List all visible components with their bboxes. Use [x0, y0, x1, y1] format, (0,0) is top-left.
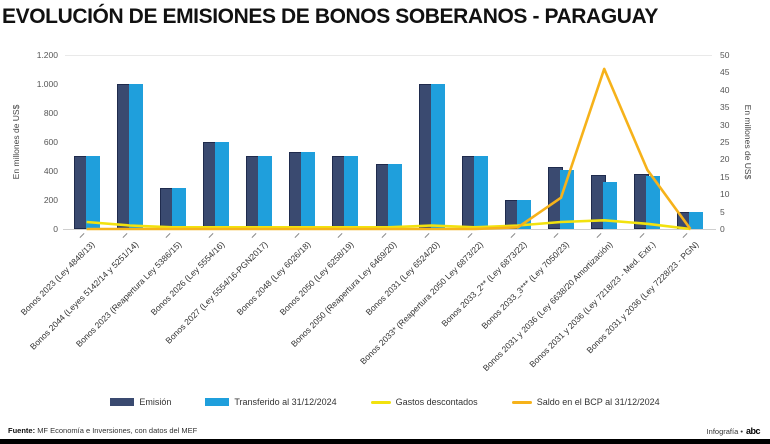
right-axis-tick: 15 [720, 171, 730, 182]
right-axis-tick: 45 [720, 67, 730, 78]
right-axis-tick: 0 [720, 224, 725, 234]
gastos-swatch [370, 400, 391, 404]
bar-transferido [128, 84, 143, 229]
right-axis-tick: 25 [720, 137, 730, 147]
bar-transferido [560, 170, 575, 229]
source-text: MF Economía e Inversiones, con datos del… [37, 426, 198, 435]
line-series-overlay [86, 67, 692, 231]
legend: Emisión Transferido al 31/12/2024 Gastos… [0, 397, 770, 407]
x-tick-mark [294, 233, 300, 238]
bar-transferido [258, 156, 273, 229]
x-tick-mark [510, 233, 516, 238]
infographic-credit: Infografía • abc [706, 426, 761, 436]
bar-transferido [603, 182, 618, 229]
x-tick-mark [553, 233, 559, 238]
left-axis-tick: 600 [43, 137, 58, 147]
right-axis-tick: 20 [720, 154, 730, 165]
x-category-label: Bonos 2048 (Ley 6026/18) [234, 239, 313, 318]
transferido-swatch [205, 398, 230, 406]
left-axis-tick: 1.000 [36, 79, 58, 89]
right-axis-tick: 5 [720, 206, 725, 217]
bar-transferido [689, 212, 704, 229]
legend-label-emision: Emisión [139, 397, 172, 407]
bar-transferido [473, 156, 488, 229]
legend-item-emision: Emisión [110, 397, 171, 407]
x-tick-mark [251, 233, 257, 238]
x-tick-mark [79, 233, 85, 238]
emision-swatch [110, 398, 135, 406]
legend-label-saldo: Saldo en el BCP al 31/12/2024 [536, 397, 660, 407]
gridline-max [65, 55, 712, 56]
saldo-bcp-line [86, 67, 692, 231]
x-tick-mark [165, 233, 171, 238]
gastos-descontados-line [86, 219, 691, 231]
x-tick-mark [337, 233, 343, 238]
bar-transferido [214, 142, 229, 229]
right-axis-tick: 35 [720, 102, 730, 113]
bar-transferido [430, 84, 445, 229]
x-tick-mark [381, 233, 386, 238]
left-axis-tick: 1.200 [36, 50, 58, 60]
right-axis-tick: 30 [720, 119, 730, 130]
left-axis-tick: 800 [43, 108, 58, 118]
legend-label-gastos: Gastos descontados [395, 397, 478, 407]
x-tick-mark [467, 233, 473, 238]
bar-transferido [344, 156, 359, 229]
legend-label-transferido: Transferido al 31/12/2024 [234, 397, 337, 407]
x-category-label: Bonos 2050 (Ley 6258/19) [277, 239, 356, 318]
credit-text: Infografía • [706, 426, 743, 436]
x-category-label: Bonos 2033_2** (Ley 6873/22) [438, 239, 529, 329]
bar-transferido [85, 156, 100, 229]
bar-transferido [646, 176, 661, 229]
x-tick-mark [682, 233, 688, 238]
right-axis-tick: 50 [720, 50, 730, 60]
x-category-label: Bonos 2026 (Ley 5554/16) [148, 239, 227, 318]
legend-item-saldo: Saldo en el BCP al 31/12/2024 [511, 397, 660, 407]
source-label: Fuente: [8, 426, 36, 435]
bottom-rule [0, 439, 770, 444]
bar-transferido [171, 188, 186, 229]
x-tick-mark [122, 233, 128, 238]
left-axis-tick: 400 [43, 166, 58, 176]
right-axis-tick: 10 [720, 189, 730, 200]
right-axis-title: En millones de US$ [743, 104, 753, 180]
source-note: Fuente: MF Economía e Inversiones, con d… [8, 426, 197, 436]
x-tick-mark [639, 233, 645, 238]
x-tick-mark [424, 233, 430, 238]
bar-transferido [301, 152, 316, 229]
left-axis-tick: 0 [53, 224, 58, 234]
right-axis-tick: 40 [720, 84, 730, 95]
bar-transferido [387, 164, 402, 229]
page-title: EVOLUCIÓN DE EMISIONES DE BONOS SOBERANO… [2, 5, 658, 28]
left-axis-tick: 200 [43, 195, 58, 205]
x-category-label: Bonos 2033_3*** (Ley 7050/23) [479, 239, 572, 331]
saldo-swatch [511, 400, 532, 404]
x-category-label: Bonos 2023 (Ley 4848/13) [19, 239, 97, 318]
x-category-label: Bonos 2031 (Ley 6524/20) [364, 239, 443, 318]
x-tick-mark [208, 233, 214, 238]
legend-item-transferido: Transferido al 31/12/2024 [205, 397, 337, 407]
x-tick-mark [596, 233, 602, 238]
legend-item-gastos: Gastos descontados [370, 397, 478, 407]
footer: Fuente: MF Economía e Inversiones, con d… [0, 426, 770, 436]
abc-logo: abc [745, 426, 761, 436]
